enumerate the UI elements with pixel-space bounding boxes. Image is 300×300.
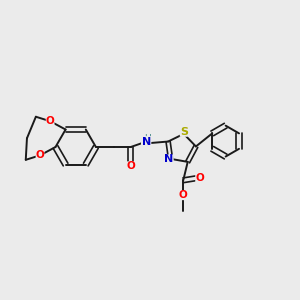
Text: N: N (164, 154, 174, 164)
Text: S: S (180, 127, 188, 137)
Text: N: N (142, 137, 151, 147)
Text: O: O (36, 150, 44, 161)
Text: O: O (195, 172, 204, 183)
Text: O: O (126, 161, 135, 171)
Text: O: O (46, 116, 55, 126)
Text: O: O (179, 190, 188, 200)
Text: H: H (145, 134, 151, 142)
